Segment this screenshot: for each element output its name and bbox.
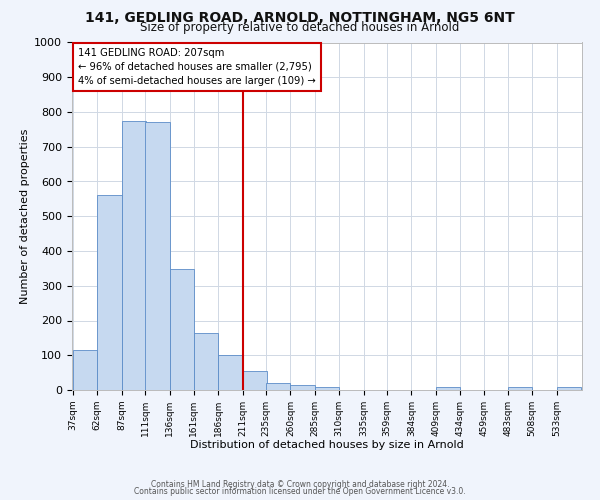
Bar (145, 122, 170, 390)
Bar (170, 269, 194, 390)
Bar (122, 120, 146, 390)
Bar (97, 196, 122, 390)
Bar (218, 355, 242, 390)
Bar (290, 385, 315, 390)
Bar (194, 332, 218, 390)
Bar (73, 350, 97, 390)
Bar (266, 383, 290, 390)
Text: 141 GEDLING ROAD: 207sqm
← 96% of detached houses are smaller (2,795)
4% of semi: 141 GEDLING ROAD: 207sqm ← 96% of detach… (78, 48, 316, 86)
Bar (242, 371, 267, 390)
Bar (557, 386, 581, 390)
Text: Size of property relative to detached houses in Arnold: Size of property relative to detached ho… (140, 21, 460, 34)
Bar (508, 386, 532, 390)
X-axis label: Distribution of detached houses by size in Arnold: Distribution of detached houses by size … (190, 440, 464, 450)
Text: Contains HM Land Registry data © Crown copyright and database right 2024.: Contains HM Land Registry data © Crown c… (151, 480, 449, 489)
Y-axis label: Number of detached properties: Number of detached properties (20, 128, 30, 304)
Bar (436, 386, 460, 390)
Bar (315, 386, 339, 390)
Text: Contains public sector information licensed under the Open Government Licence v3: Contains public sector information licen… (134, 487, 466, 496)
Text: 141, GEDLING ROAD, ARNOLD, NOTTINGHAM, NG5 6NT: 141, GEDLING ROAD, ARNOLD, NOTTINGHAM, N… (85, 11, 515, 25)
